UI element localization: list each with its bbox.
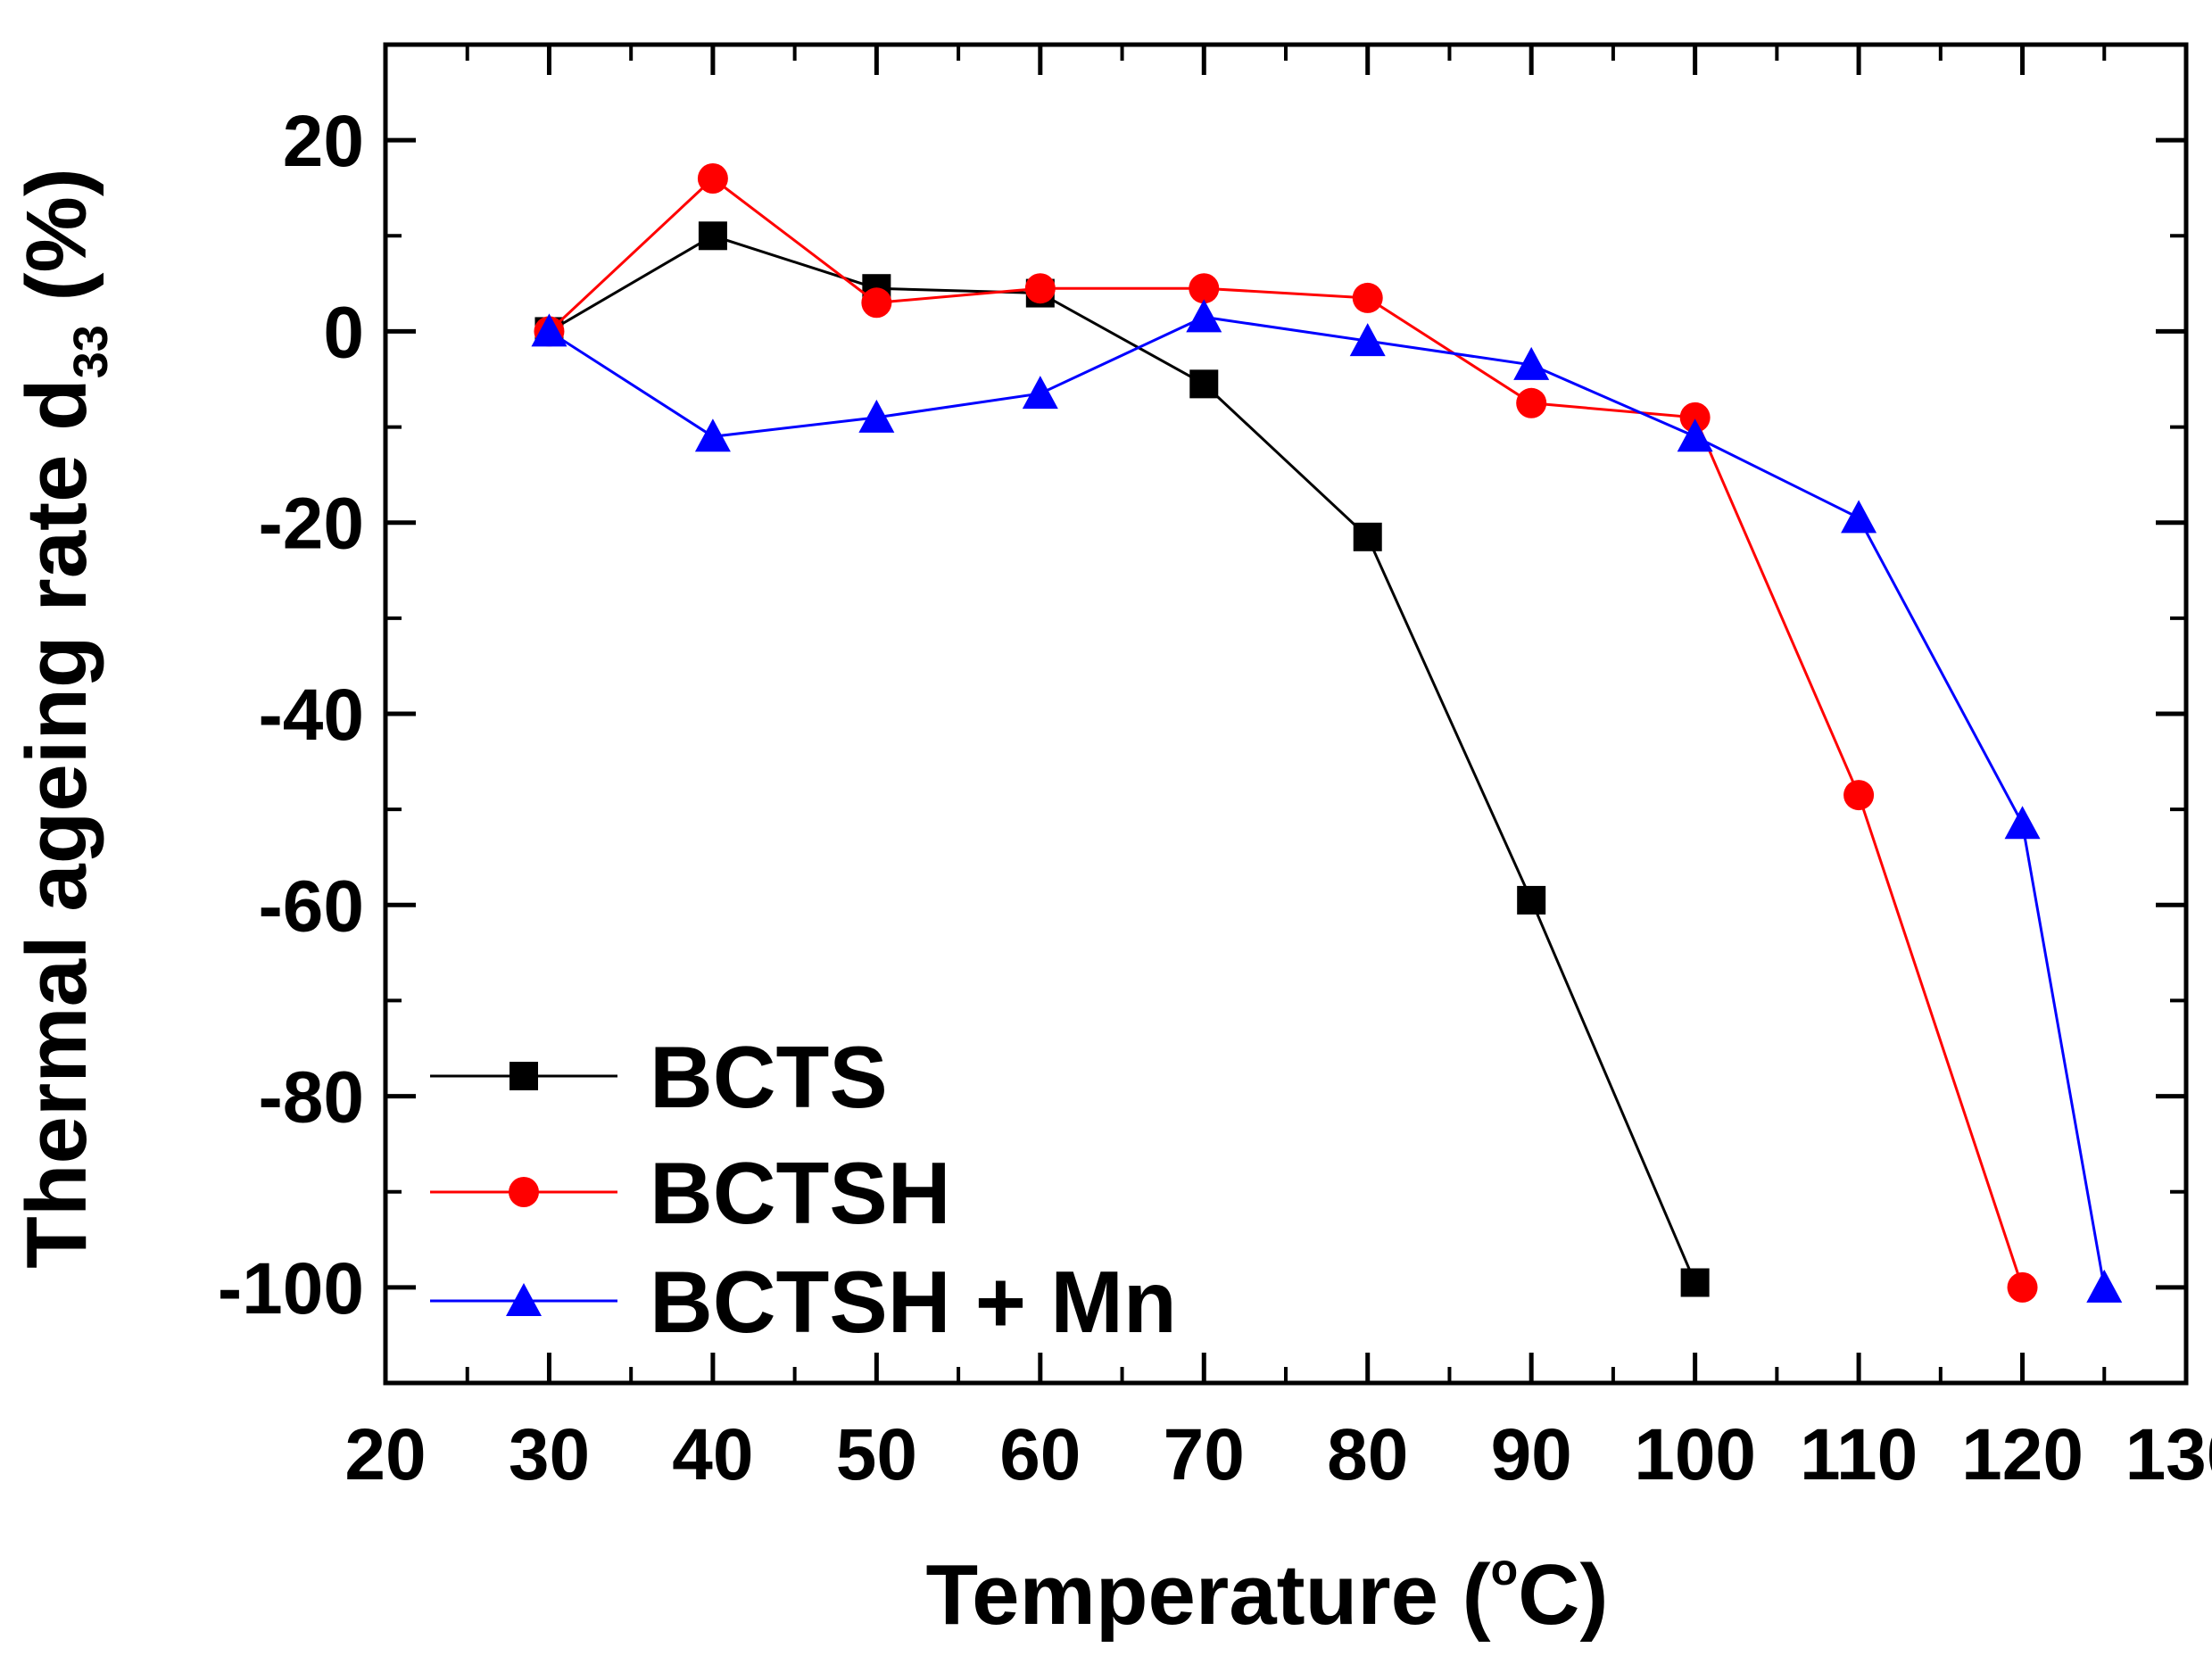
x-tick-label: 130 bbox=[2125, 1414, 2212, 1495]
y-axis-title: Thermal ageing rate d33 (%) bbox=[9, 168, 118, 1269]
y-tick-label: 20 bbox=[283, 101, 364, 182]
series-line-bcts bbox=[548, 234, 1697, 1284]
y-tick-label: -60 bbox=[258, 865, 364, 947]
data-point-bctsh-mn bbox=[1022, 376, 1058, 410]
legend-marker bbox=[510, 1062, 538, 1090]
x-tick-labels: 20 30 40 50 60 70 80 90 100 110 120 130 bbox=[344, 1414, 2212, 1495]
data-point-bctsh bbox=[861, 287, 892, 319]
legend-label: BCTS bbox=[650, 1028, 888, 1126]
data-point-bctsh-mn bbox=[2086, 1269, 2123, 1303]
series-line-bctsh bbox=[548, 177, 2024, 1288]
y-tick-label: 0 bbox=[323, 292, 364, 373]
data-point-bctsh bbox=[1679, 402, 1711, 433]
y-axis-unit: (%) bbox=[9, 168, 104, 325]
data-point-bcts bbox=[1680, 1268, 1710, 1297]
data-point-bctsh bbox=[1189, 273, 1220, 304]
x-tick-label: 110 bbox=[1800, 1414, 1918, 1495]
legend-label: BCTSH + Mn bbox=[650, 1253, 1177, 1351]
legend-marker bbox=[506, 1283, 542, 1316]
x-tick-label: 50 bbox=[836, 1414, 917, 1495]
data-point-bctsh-mn bbox=[1841, 500, 1877, 534]
data-point-bctsh-mn bbox=[2004, 806, 2041, 840]
data-point-bctsh bbox=[1843, 780, 1875, 811]
data-point-bcts bbox=[1517, 885, 1546, 915]
x-axis-title: Temperature (oC) bbox=[926, 1544, 1609, 1643]
data-point-bctsh-mn bbox=[694, 418, 731, 452]
x-axis-degree: o bbox=[1491, 1544, 1519, 1594]
data-point-bctsh bbox=[1024, 273, 1056, 304]
data-point-bcts bbox=[1189, 369, 1219, 399]
data-point-bctsh-mn bbox=[1513, 346, 1550, 380]
data-point-bctsh-mn bbox=[1349, 323, 1386, 357]
data-point-bctsh-mn bbox=[1186, 299, 1222, 333]
x-tick-label: 120 bbox=[1961, 1414, 2084, 1495]
y-axis-title-main: Thermal ageing rate d bbox=[9, 378, 104, 1269]
series-bctsh-mn bbox=[531, 299, 2123, 1303]
y-tick-label: -80 bbox=[258, 1057, 364, 1138]
legend-item-bcts: BCTS bbox=[430, 1028, 888, 1126]
x-tick-label: 100 bbox=[1634, 1414, 1756, 1495]
data-point-bcts bbox=[1353, 522, 1382, 551]
data-point-bctsh-mn bbox=[531, 313, 567, 347]
x-tick-label: 60 bbox=[999, 1414, 1081, 1495]
y-tick-label: -40 bbox=[258, 675, 364, 756]
y-tick-labels: -100 -80 -60 -40 -20 0 20 bbox=[218, 101, 364, 1329]
x-axis-unit: C) bbox=[1518, 1547, 1608, 1643]
y-tick-label: -100 bbox=[218, 1248, 364, 1329]
data-point-bctsh bbox=[697, 163, 728, 194]
data-point-bctsh bbox=[1516, 387, 1547, 418]
legend-item-bctsh: BCTSH bbox=[430, 1144, 951, 1242]
data-point-bctsh-mn bbox=[1677, 418, 1713, 452]
legend-label: BCTSH bbox=[650, 1144, 951, 1242]
x-tick-label: 70 bbox=[1164, 1414, 1245, 1495]
series-layer bbox=[531, 163, 2123, 1303]
data-point-bctsh bbox=[2007, 1271, 2038, 1303]
data-point-bctsh-mn bbox=[858, 399, 895, 433]
y-axis-subscript: 33 bbox=[64, 325, 118, 378]
data-point-bctsh bbox=[1352, 282, 1383, 313]
x-axis-title-main: Temperature ( bbox=[926, 1547, 1491, 1643]
x-tick-label: 80 bbox=[1327, 1414, 1408, 1495]
legend: BCTS BCTSH BCTSH + Mn bbox=[430, 1028, 1177, 1351]
plot-frame bbox=[383, 42, 2189, 1386]
x-tick-label: 40 bbox=[672, 1414, 753, 1495]
x-tick-label: 20 bbox=[344, 1414, 426, 1495]
y-tick-label: -20 bbox=[258, 484, 364, 565]
x-tick-label: 90 bbox=[1491, 1414, 1572, 1495]
legend-marker bbox=[509, 1177, 539, 1207]
x-tick-label: 30 bbox=[509, 1414, 590, 1495]
data-point-bcts bbox=[698, 221, 727, 251]
series-bctsh bbox=[534, 163, 2038, 1303]
legend-item-bctsh-mn: BCTSH + Mn bbox=[430, 1253, 1177, 1351]
